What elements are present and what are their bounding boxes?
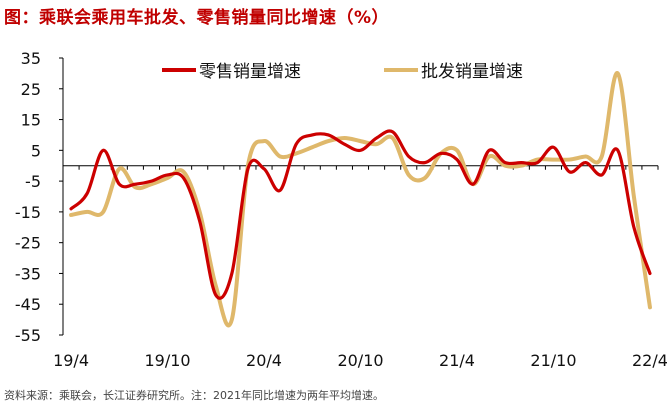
y-tick-label: -5 bbox=[25, 172, 41, 191]
legend-wholesale-label: 批发销量增速 bbox=[421, 62, 523, 82]
series-layer bbox=[69, 71, 652, 328]
x-tick-label: 19/10 bbox=[144, 351, 190, 370]
y-tick-label: 15 bbox=[21, 111, 41, 130]
axes-layer bbox=[59, 57, 659, 336]
x-tick-label: 20/4 bbox=[246, 351, 282, 370]
x-tick-label: 22/4 bbox=[632, 351, 667, 370]
y-tick-label: -45 bbox=[15, 295, 41, 314]
y-tick-label: 5 bbox=[31, 141, 41, 160]
x-tick-label: 19/4 bbox=[53, 351, 89, 370]
x-tick-labels: 19/4 19/10 20/4 20/10 21/4 21/10 22/4 bbox=[53, 351, 667, 370]
x-tick-label: 21/4 bbox=[439, 351, 475, 370]
retail-series-line bbox=[69, 129, 652, 300]
source-note: 资料来源：乘联会，长江证券研究所。注：2021年同比增速为两年平均增速。 bbox=[4, 389, 384, 402]
y-tick-label: -25 bbox=[15, 234, 41, 253]
y-tick-label: 35 bbox=[21, 49, 41, 68]
y-tick-label: -55 bbox=[15, 326, 41, 345]
chart-title: 图：乘联会乘用车批发、零售销量同比增速（%） bbox=[4, 8, 390, 28]
legend: 零售销量增速 批发销量增速 bbox=[162, 62, 523, 82]
y-tick-label: 25 bbox=[21, 80, 41, 99]
y-tick-label: -35 bbox=[15, 264, 41, 283]
x-tick-label: 20/10 bbox=[337, 351, 383, 370]
y-tick-label: -15 bbox=[15, 203, 41, 222]
legend-retail-label: 零售销量增速 bbox=[199, 62, 301, 82]
wholesale-series-line bbox=[69, 71, 652, 328]
x-tick-label: 21/10 bbox=[530, 351, 576, 370]
y-tick-labels: 35 25 15 5 -5 -15 -25 -35 -45 -55 bbox=[15, 49, 41, 345]
